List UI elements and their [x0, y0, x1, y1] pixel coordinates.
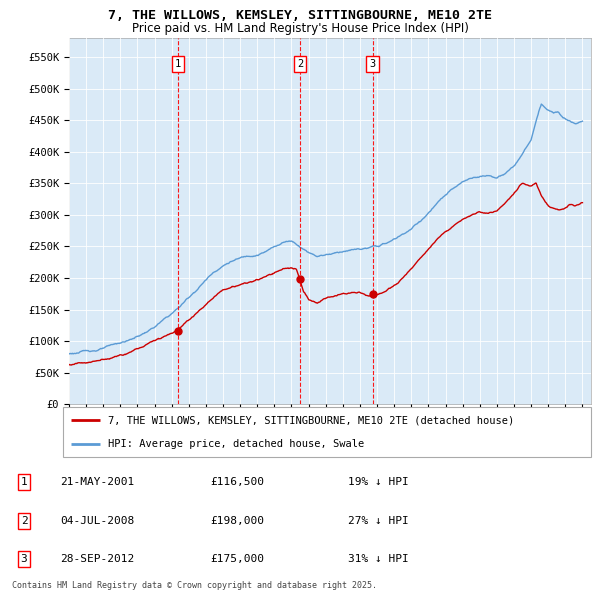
- Text: 27% ↓ HPI: 27% ↓ HPI: [348, 516, 409, 526]
- Text: 7, THE WILLOWS, KEMSLEY, SITTINGBOURNE, ME10 2TE: 7, THE WILLOWS, KEMSLEY, SITTINGBOURNE, …: [108, 9, 492, 22]
- Text: Contains HM Land Registry data © Crown copyright and database right 2025.
This d: Contains HM Land Registry data © Crown c…: [12, 581, 377, 590]
- Text: 1: 1: [20, 477, 28, 487]
- Text: 21-MAY-2001: 21-MAY-2001: [60, 477, 134, 487]
- Text: HPI: Average price, detached house, Swale: HPI: Average price, detached house, Swal…: [108, 439, 364, 449]
- Text: 3: 3: [20, 554, 28, 564]
- Text: 31% ↓ HPI: 31% ↓ HPI: [348, 554, 409, 564]
- Text: 7, THE WILLOWS, KEMSLEY, SITTINGBOURNE, ME10 2TE (detached house): 7, THE WILLOWS, KEMSLEY, SITTINGBOURNE, …: [108, 415, 514, 425]
- Text: 1: 1: [175, 59, 181, 69]
- FancyBboxPatch shape: [63, 407, 591, 457]
- Text: 2: 2: [20, 516, 28, 526]
- Text: £116,500: £116,500: [210, 477, 264, 487]
- Text: 28-SEP-2012: 28-SEP-2012: [60, 554, 134, 564]
- Text: Price paid vs. HM Land Registry's House Price Index (HPI): Price paid vs. HM Land Registry's House …: [131, 22, 469, 35]
- Text: £175,000: £175,000: [210, 554, 264, 564]
- Text: 2: 2: [297, 59, 303, 69]
- Text: 19% ↓ HPI: 19% ↓ HPI: [348, 477, 409, 487]
- Text: 3: 3: [370, 59, 376, 69]
- Text: 04-JUL-2008: 04-JUL-2008: [60, 516, 134, 526]
- Text: £198,000: £198,000: [210, 516, 264, 526]
